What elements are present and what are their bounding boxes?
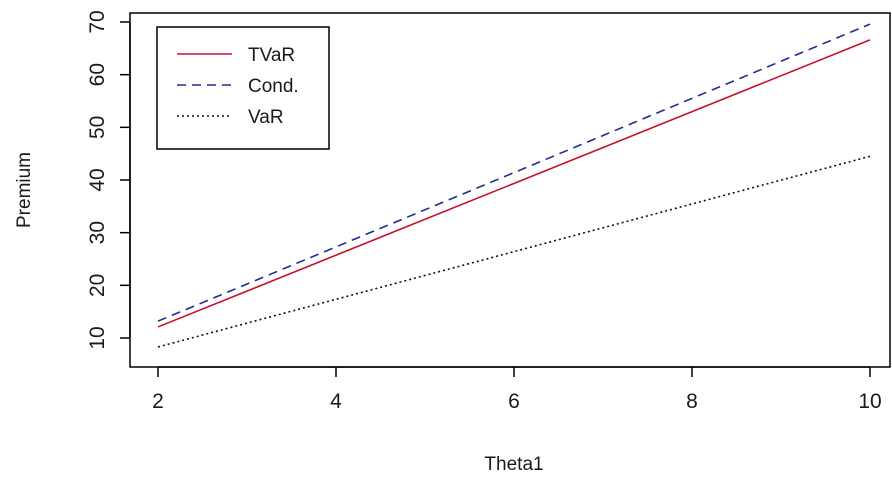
y-tick-label: 60 xyxy=(86,63,109,86)
y-axis: 10 20 30 40 50 60 70 xyxy=(86,10,131,350)
series-line-var xyxy=(157,155,871,348)
x-axis: 2 4 6 8 10 xyxy=(152,366,882,413)
y-tick-label: 40 xyxy=(86,168,109,191)
x-axis-title: Theta1 xyxy=(484,454,543,475)
legend-box xyxy=(156,26,330,150)
x-tick-label: 10 xyxy=(858,390,881,413)
y-tick-label: 50 xyxy=(86,116,109,139)
legend-label: VaR xyxy=(248,107,284,128)
series-line-tvar xyxy=(157,39,871,328)
y-axis-title: Premium xyxy=(14,152,35,228)
x-tick-label: 6 xyxy=(508,390,520,413)
legend: TVaR Cond. VaR xyxy=(156,26,330,150)
y-tick-label: 10 xyxy=(86,326,109,349)
x-tick-label: 8 xyxy=(686,390,698,413)
y-tick-label: 70 xyxy=(86,10,109,33)
legend-items: TVaR Cond. VaR xyxy=(177,45,299,128)
y-tick-label: 30 xyxy=(86,221,109,244)
legend-label: Cond. xyxy=(248,76,299,97)
y-tick-label: 20 xyxy=(86,274,109,297)
x-tick-label: 4 xyxy=(330,390,342,413)
series-lines xyxy=(157,23,871,348)
legend-label: TVaR xyxy=(248,45,295,66)
series-line-cond xyxy=(157,23,871,322)
x-tick-label: 2 xyxy=(152,390,164,413)
